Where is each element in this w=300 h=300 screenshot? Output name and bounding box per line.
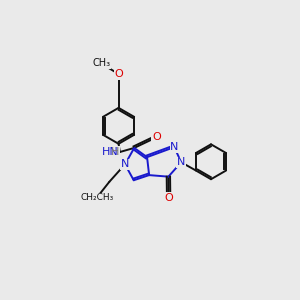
Text: O: O	[114, 69, 123, 79]
Text: N: N	[121, 159, 129, 169]
Text: O: O	[152, 132, 161, 142]
Text: O: O	[114, 69, 123, 79]
Text: N: N	[170, 142, 178, 152]
Text: H: H	[111, 147, 119, 157]
Text: O: O	[97, 58, 105, 68]
Text: HN: HN	[102, 147, 119, 157]
Text: CH₃: CH₃	[92, 58, 110, 68]
Text: N: N	[177, 157, 185, 167]
Text: CH₂CH₃: CH₂CH₃	[80, 193, 113, 202]
Text: O: O	[164, 193, 173, 203]
